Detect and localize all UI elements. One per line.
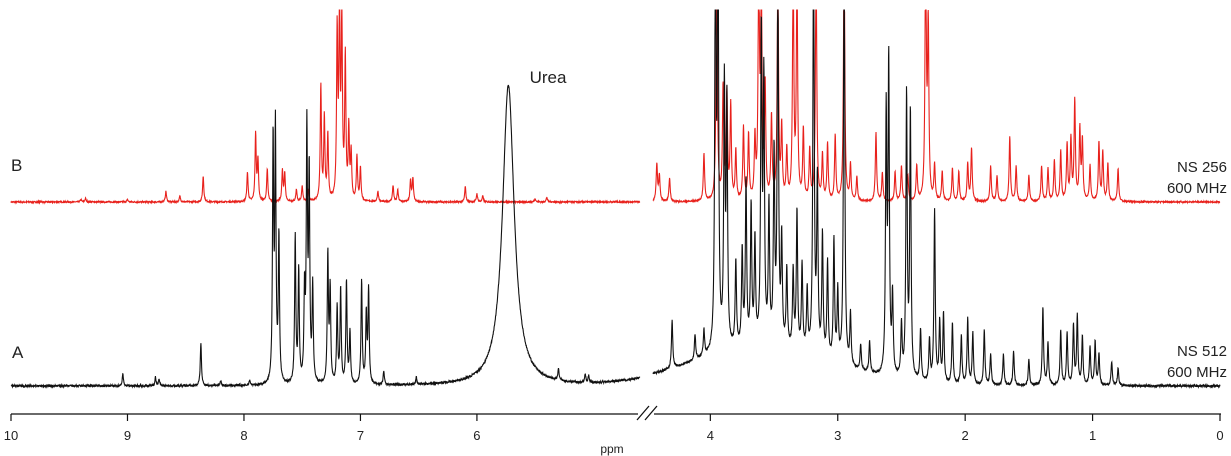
annotation-urea: Urea bbox=[530, 68, 567, 87]
spectrum-b-segment-1 bbox=[10, 9, 641, 205]
x-tick-label-2: 2 bbox=[962, 428, 969, 443]
series-b-info-field: 600 MHz bbox=[1167, 180, 1227, 197]
x-tick-label-10: 10 bbox=[4, 428, 18, 443]
x-tick-label-7: 7 bbox=[357, 428, 364, 443]
x-axis-ticks: 10 9 8 7 6 4 3 2 1 0 bbox=[4, 414, 1224, 443]
x-tick-label-3: 3 bbox=[834, 428, 841, 443]
series-label-b: B bbox=[11, 156, 22, 175]
x-tick-label-9: 9 bbox=[124, 428, 131, 443]
spectrum-a-segment-2 bbox=[652, 9, 1221, 390]
axis-break-mark-1 bbox=[636, 405, 650, 421]
axis-break-mark-2 bbox=[644, 405, 658, 421]
series-b-info-scans: NS 256 bbox=[1177, 159, 1227, 176]
x-tick-label-8: 8 bbox=[240, 428, 247, 443]
x-axis-label: ppm bbox=[600, 442, 623, 456]
x-axis bbox=[11, 405, 1221, 421]
x-tick-label-4: 4 bbox=[707, 428, 714, 443]
spectrum-traces bbox=[10, 9, 1221, 390]
spectrum-a-segment-1 bbox=[10, 84, 641, 389]
spectrum-b-segment-2 bbox=[652, 9, 1221, 205]
series-a-info-scans: NS 512 bbox=[1177, 343, 1227, 360]
series-label-a: A bbox=[12, 343, 24, 362]
x-tick-label-1: 1 bbox=[1089, 428, 1096, 443]
x-tick-label-0: 0 bbox=[1216, 428, 1223, 443]
series-a-info-field: 600 MHz bbox=[1167, 364, 1227, 381]
x-tick-label-6: 6 bbox=[473, 428, 480, 443]
